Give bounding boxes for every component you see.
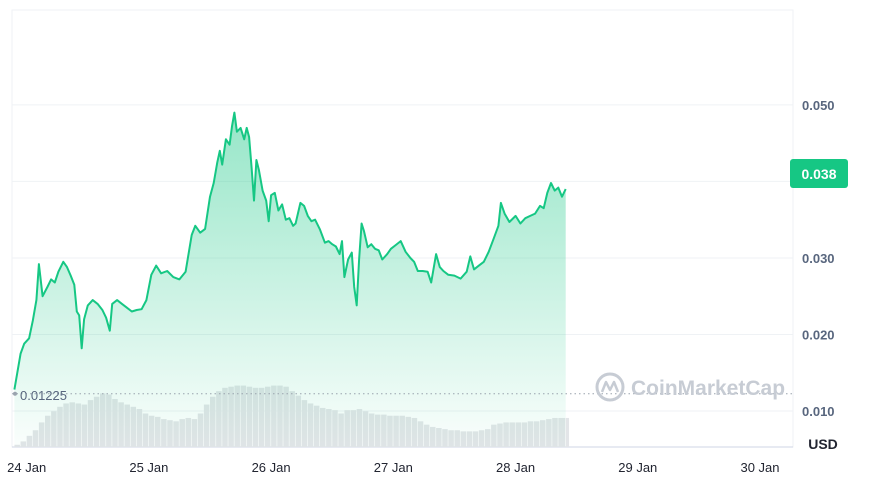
x-tick-label: 30 Jan (740, 460, 779, 475)
y-tick-label: 0.010 (802, 404, 835, 419)
start-price-marker (13, 391, 17, 396)
x-tick-label: 28 Jan (496, 460, 535, 475)
volume-bar (565, 417, 570, 447)
start-price-label: 0.01225 (20, 388, 67, 403)
coinmarketcap-watermark: CoinMarketCap (595, 372, 785, 402)
price-area (14, 112, 566, 447)
x-tick-label: 26 Jan (252, 460, 291, 475)
current-price-badge: 0.038 (790, 159, 848, 188)
y-tick-label: 0.020 (802, 327, 835, 342)
coinmarketcap-logo-icon (595, 372, 625, 402)
y-tick-label: 0.030 (802, 251, 835, 266)
price-line (13, 111, 567, 390)
x-tick-label: 29 Jan (618, 460, 657, 475)
currency-unit-label: USD (808, 436, 838, 452)
current-price-label: 0.038 (801, 166, 836, 182)
x-axis: 24 Jan 25 Jan 26 Jan 27 Jan 28 Jan 29 Jan 30 J… (7, 460, 779, 475)
x-tick-label: 27 Jan (374, 460, 413, 475)
y-tick-label: 0.050 (802, 98, 835, 113)
watermark-text: CoinMarketCap (631, 377, 785, 400)
x-tick-label: 24 Jan (7, 460, 46, 475)
x-tick-label: 25 Jan (129, 460, 168, 475)
